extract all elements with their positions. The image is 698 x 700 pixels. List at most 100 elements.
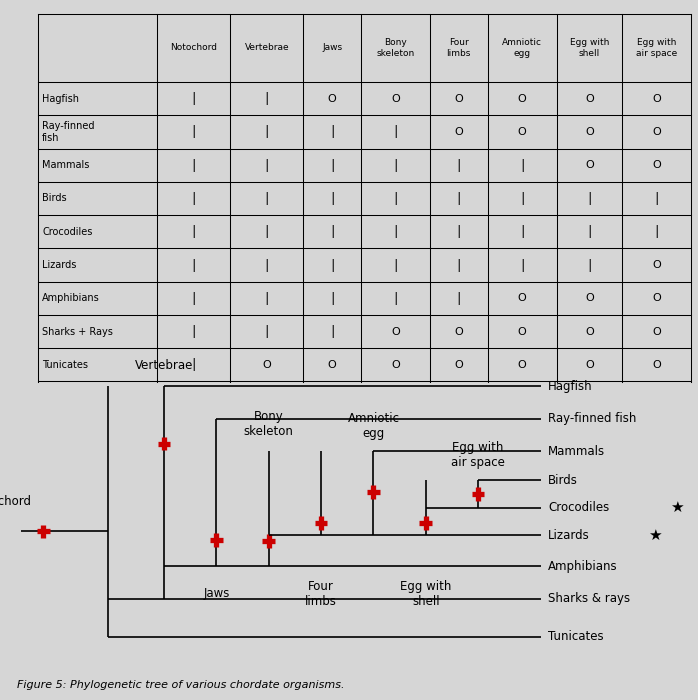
Text: O: O: [585, 360, 594, 370]
Text: Four
limbs: Four limbs: [447, 38, 471, 57]
Text: Lizards: Lizards: [548, 529, 590, 542]
Text: ★: ★: [670, 500, 684, 515]
Text: ❘: ❘: [262, 292, 272, 304]
Text: O: O: [585, 160, 594, 170]
Text: O: O: [518, 360, 526, 370]
Text: Four
limbs: Four limbs: [305, 580, 337, 608]
Text: ❘: ❘: [390, 125, 401, 139]
Text: ❘: ❘: [188, 225, 199, 238]
Text: ❘: ❘: [390, 159, 401, 172]
Text: ❘: ❘: [454, 225, 464, 238]
Text: ❘: ❘: [651, 225, 662, 238]
Text: Sharks + Rays: Sharks + Rays: [43, 327, 113, 337]
Text: O: O: [391, 94, 400, 104]
Text: Tunicates: Tunicates: [43, 360, 89, 370]
Text: Ray-finned fish: Ray-finned fish: [548, 412, 637, 425]
Text: Mammals: Mammals: [43, 160, 89, 170]
Text: ❘: ❘: [517, 258, 528, 272]
Text: Bony
skeleton: Bony skeleton: [376, 38, 415, 57]
Text: ❘: ❘: [584, 192, 595, 205]
Text: Amniotic
egg: Amniotic egg: [348, 412, 399, 440]
Text: Hagfish: Hagfish: [43, 94, 80, 104]
Text: O: O: [585, 327, 594, 337]
Text: ❘: ❘: [188, 192, 199, 205]
Text: ❘: ❘: [327, 325, 337, 338]
Text: Bony
skeleton: Bony skeleton: [244, 410, 294, 438]
Text: ❘: ❘: [454, 258, 464, 272]
Text: ❘: ❘: [584, 225, 595, 238]
Text: Egg with
shell: Egg with shell: [400, 580, 452, 608]
Text: O: O: [652, 94, 661, 104]
Text: ❘: ❘: [262, 125, 272, 139]
Text: ❘: ❘: [327, 192, 337, 205]
Text: Jaws: Jaws: [322, 43, 342, 52]
Text: ❘: ❘: [188, 92, 199, 105]
Text: Amphibians: Amphibians: [43, 293, 100, 303]
Text: ❘: ❘: [262, 325, 272, 338]
Text: O: O: [585, 94, 594, 104]
Text: ❘: ❘: [188, 325, 199, 338]
Text: O: O: [518, 327, 526, 337]
Text: ❘: ❘: [390, 258, 401, 272]
Text: O: O: [652, 327, 661, 337]
Text: O: O: [454, 94, 463, 104]
Text: O: O: [262, 360, 272, 370]
Text: O: O: [454, 127, 463, 137]
Text: Mammals: Mammals: [548, 444, 605, 458]
Text: Egg with
air space: Egg with air space: [636, 38, 677, 57]
Text: Ray-finned
fish: Ray-finned fish: [43, 121, 95, 143]
Text: O: O: [652, 360, 661, 370]
Text: Lizards: Lizards: [43, 260, 77, 270]
Text: ❘: ❘: [454, 292, 464, 304]
Text: ❘: ❘: [584, 258, 595, 272]
Text: ❘: ❘: [390, 292, 401, 304]
Text: O: O: [518, 293, 526, 303]
Text: O: O: [391, 360, 400, 370]
Text: Notochord: Notochord: [170, 43, 217, 52]
Text: Vertebrae: Vertebrae: [135, 359, 193, 372]
Text: O: O: [454, 360, 463, 370]
Text: O: O: [327, 360, 336, 370]
Text: Birds: Birds: [548, 474, 578, 487]
Text: O: O: [454, 327, 463, 337]
Text: Egg with
air space: Egg with air space: [451, 441, 505, 469]
Text: Tunicates: Tunicates: [548, 630, 604, 643]
Text: Egg with
shell: Egg with shell: [570, 38, 609, 57]
Text: ❘: ❘: [188, 159, 199, 172]
Text: ★: ★: [648, 528, 662, 543]
Text: ❘: ❘: [517, 159, 528, 172]
Text: ❘: ❘: [262, 192, 272, 205]
Text: Crocodiles: Crocodiles: [548, 501, 609, 514]
Text: ❘: ❘: [188, 258, 199, 272]
Text: Sharks & rays: Sharks & rays: [548, 592, 630, 606]
Text: ❘: ❘: [262, 225, 272, 238]
Text: ❘: ❘: [188, 125, 199, 139]
Text: Crocodiles: Crocodiles: [43, 227, 93, 237]
Text: ❘: ❘: [188, 292, 199, 304]
Text: ❘: ❘: [327, 292, 337, 304]
Text: ❘: ❘: [262, 159, 272, 172]
Text: O: O: [391, 327, 400, 337]
Text: Amniotic
egg: Amniotic egg: [502, 38, 542, 57]
Text: ❘: ❘: [454, 192, 464, 205]
Text: Jaws: Jaws: [203, 587, 230, 600]
Text: Birds: Birds: [43, 193, 67, 204]
Text: Figure 5: Phylogenetic tree of various chordate organisms.: Figure 5: Phylogenetic tree of various c…: [17, 680, 345, 689]
Text: ❘: ❘: [327, 258, 337, 272]
Text: ❘: ❘: [517, 225, 528, 238]
Text: ❘: ❘: [188, 358, 199, 372]
Text: ❘: ❘: [390, 225, 401, 238]
Text: Hagfish: Hagfish: [548, 379, 593, 393]
Text: O: O: [652, 260, 661, 270]
Text: O: O: [327, 94, 336, 104]
Text: ❘: ❘: [262, 92, 272, 105]
Text: ❘: ❘: [327, 159, 337, 172]
Text: O: O: [585, 127, 594, 137]
Text: ❘: ❘: [327, 125, 337, 139]
Text: ❘: ❘: [390, 192, 401, 205]
Text: ❘: ❘: [454, 159, 464, 172]
Text: Vertebrae: Vertebrae: [244, 43, 289, 52]
Text: O: O: [585, 293, 594, 303]
Text: ❘: ❘: [651, 192, 662, 205]
Text: Notochord: Notochord: [0, 495, 31, 508]
